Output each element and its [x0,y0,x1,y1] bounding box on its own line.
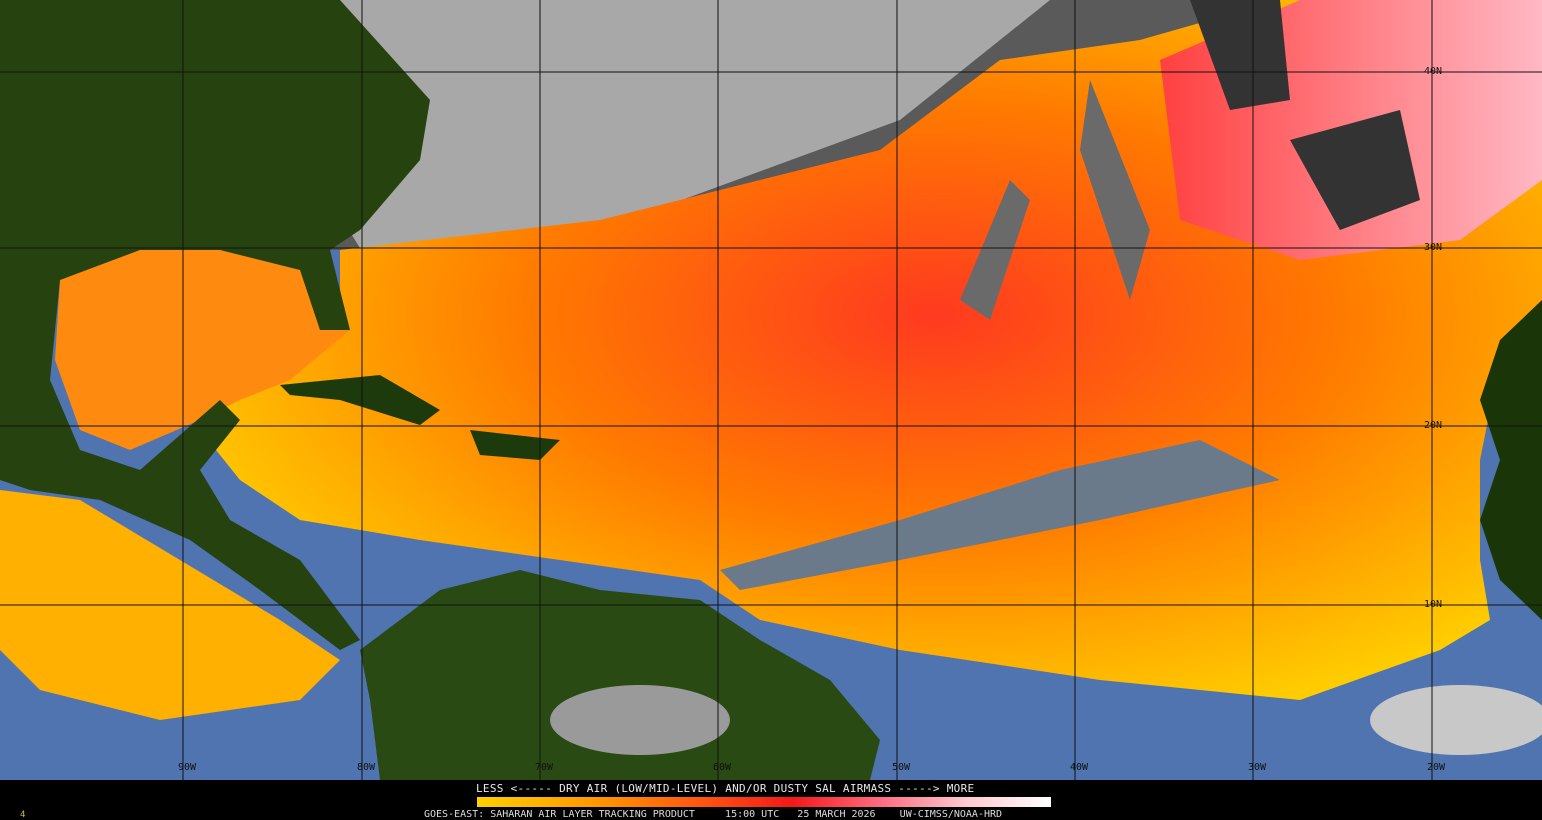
legend-title: LESS <----- DRY AIR (LOW/MID-LEVEL) AND/… [476,782,975,795]
cloud-south [1370,685,1542,755]
dark-cloud-northeast [1190,0,1420,230]
lon-label: 60W [713,762,732,773]
lon-label: 30W [1248,762,1267,773]
land-africa [1480,300,1542,620]
cloud-streak [960,80,1150,320]
credit: UW-CIMSS/NOAA-HRD [899,809,1003,820]
land-north-america [0,0,430,650]
sal-imagery [0,0,1542,780]
lat-label: 10N [1424,599,1443,610]
lat-label: 20N [1424,420,1443,431]
lat-label: 40N [1424,66,1443,77]
cloud-band [330,0,1050,280]
lon-label: 70W [535,762,554,773]
observation-time: 15:00 UTC [725,809,780,820]
lon-label: 20W [1427,762,1446,773]
lon-label: 40W [1070,762,1089,773]
corner-mark: 4 [20,810,26,820]
satellite-product: GOES-EAST: SAHARAN AIR LAYER TRACKING PR… [424,809,695,820]
color-scale-bar [477,797,1051,807]
land-south-america [360,570,880,780]
observation-date: 25 MARCH 2026 [797,809,876,820]
cloud-amazon [550,685,730,755]
land-hispaniola [470,430,560,460]
lon-label: 80W [357,762,376,773]
cloud-band-south [720,440,1280,590]
lon-label: 50W [892,762,911,773]
lat-lon-grid [0,0,1542,780]
product-caption: GOES-EAST: SAHARAN AIR LAYER TRACKING PR… [424,809,1002,820]
satellite-map: 90W 80W 70W 60W 50W 40W 30W 20W 40N 30N … [0,0,1542,780]
lat-label: 30N [1424,242,1443,253]
land-cuba [280,375,440,425]
lon-label: 90W [178,762,197,773]
gulf-sal [55,245,350,450]
